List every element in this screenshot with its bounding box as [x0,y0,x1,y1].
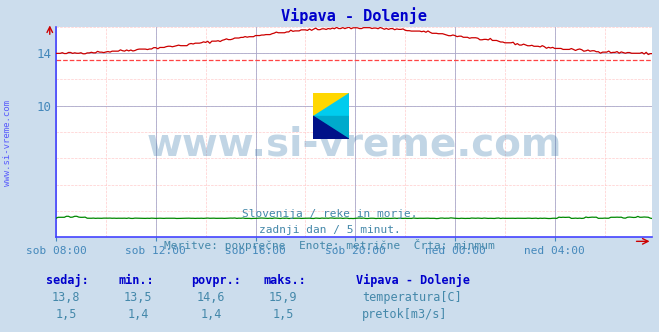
Polygon shape [313,116,349,139]
Text: sedaj:: sedaj: [46,274,89,287]
Text: Meritve: povprečne  Enote: metrične  Črta: minmum: Meritve: povprečne Enote: metrične Črta:… [164,239,495,251]
Polygon shape [313,93,349,116]
Title: Vipava - Dolenje: Vipava - Dolenje [281,7,427,24]
Text: 1,5: 1,5 [273,308,294,321]
Text: www.si-vreme.com: www.si-vreme.com [3,100,13,186]
Text: 13,8: 13,8 [51,291,80,304]
Polygon shape [313,116,349,139]
Polygon shape [313,93,349,116]
Text: povpr.:: povpr.: [191,274,241,287]
Text: Slovenija / reke in morje.: Slovenija / reke in morje. [242,209,417,219]
Text: maks.:: maks.: [264,274,306,287]
Text: pretok[m3/s]: pretok[m3/s] [362,308,447,321]
Text: 1,4: 1,4 [128,308,149,321]
Text: 15,9: 15,9 [269,291,298,304]
Text: temperatura[C]: temperatura[C] [362,291,461,304]
Text: 1,4: 1,4 [200,308,221,321]
Text: 13,5: 13,5 [124,291,153,304]
Text: Vipava - Dolenje: Vipava - Dolenje [356,274,470,287]
Text: 14,6: 14,6 [196,291,225,304]
Text: zadnji dan / 5 minut.: zadnji dan / 5 minut. [258,225,401,235]
Text: min.:: min.: [119,274,154,287]
Text: 1,5: 1,5 [55,308,76,321]
Text: www.si-vreme.com: www.si-vreme.com [146,125,562,164]
